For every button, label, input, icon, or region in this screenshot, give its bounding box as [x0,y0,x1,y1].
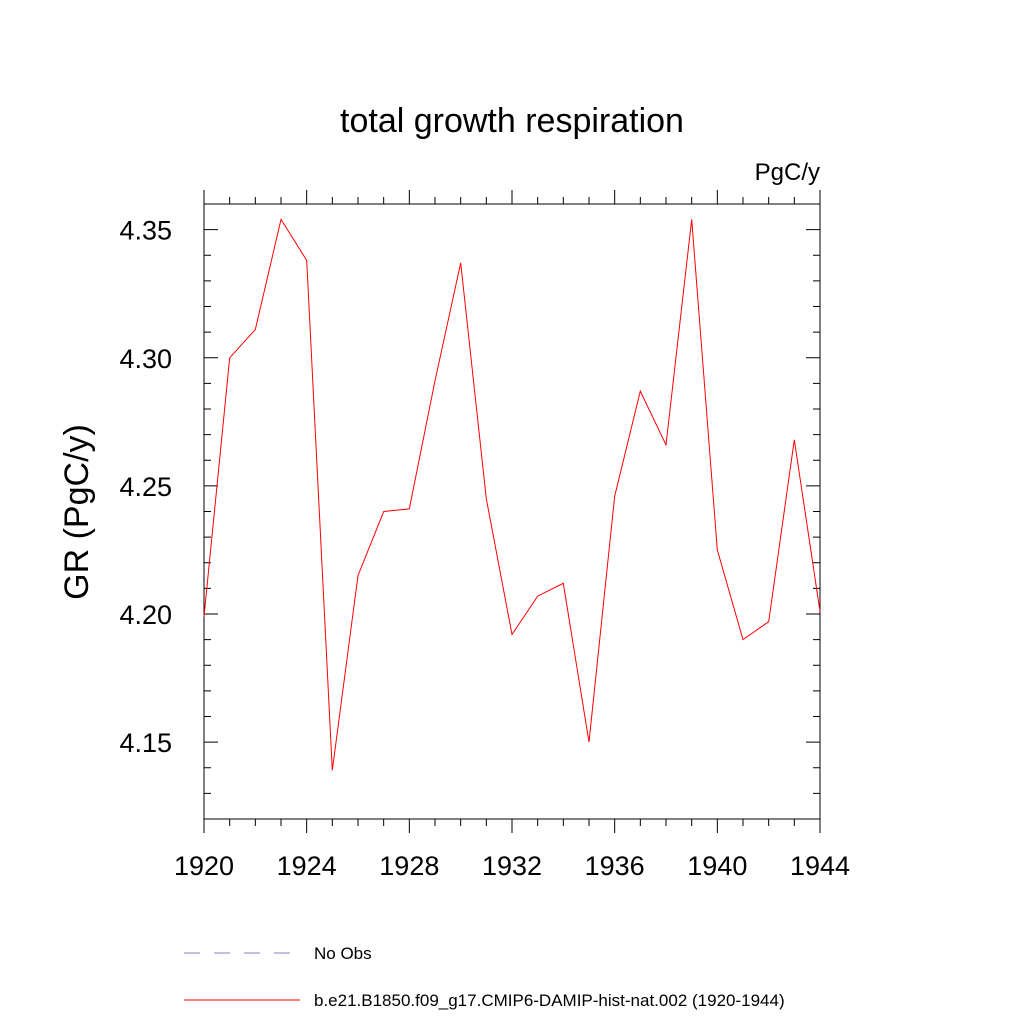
x-tick-label: 1924 [277,851,337,881]
legend-label-no-obs: No Obs [314,944,372,963]
x-axis-tick-labels: 1920 1924 1928 1932 1936 1940 1944 [174,851,850,881]
y-axis-label: GR (PgC/y) [58,424,96,600]
x-tick-label: 1928 [379,851,439,881]
x-tick-label: 1936 [585,851,645,881]
y-tick-label: 4.20 [119,600,172,630]
legend: No Obs b.e21.B1850.f09_g17.CMIP6-DAMIP-h… [184,944,785,1010]
series-line [203,218,821,771]
x-tick-label: 1932 [482,851,542,881]
x-tick-label: 1920 [174,851,234,881]
y-tick-label: 4.30 [119,344,172,374]
units-label: PgC/y [755,159,820,186]
y-tick-label: 4.25 [119,472,172,502]
x-tick-label: 1940 [687,851,747,881]
y-tick-label: 4.15 [119,728,172,758]
plot-frame [203,203,821,820]
x-axis-ticks [203,190,821,833]
series-layer [203,218,821,771]
legend-label-model-run: b.e21.B1850.f09_g17.CMIP6-DAMIP-hist-nat… [314,991,785,1010]
y-tick-label: 4.35 [119,216,172,246]
y-axis-tick-labels: 4.15 4.20 4.25 4.30 4.35 [119,216,172,759]
y-axis-ticks [204,203,820,820]
x-tick-label: 1944 [790,851,850,881]
chart-title: total growth respiration [340,102,684,140]
